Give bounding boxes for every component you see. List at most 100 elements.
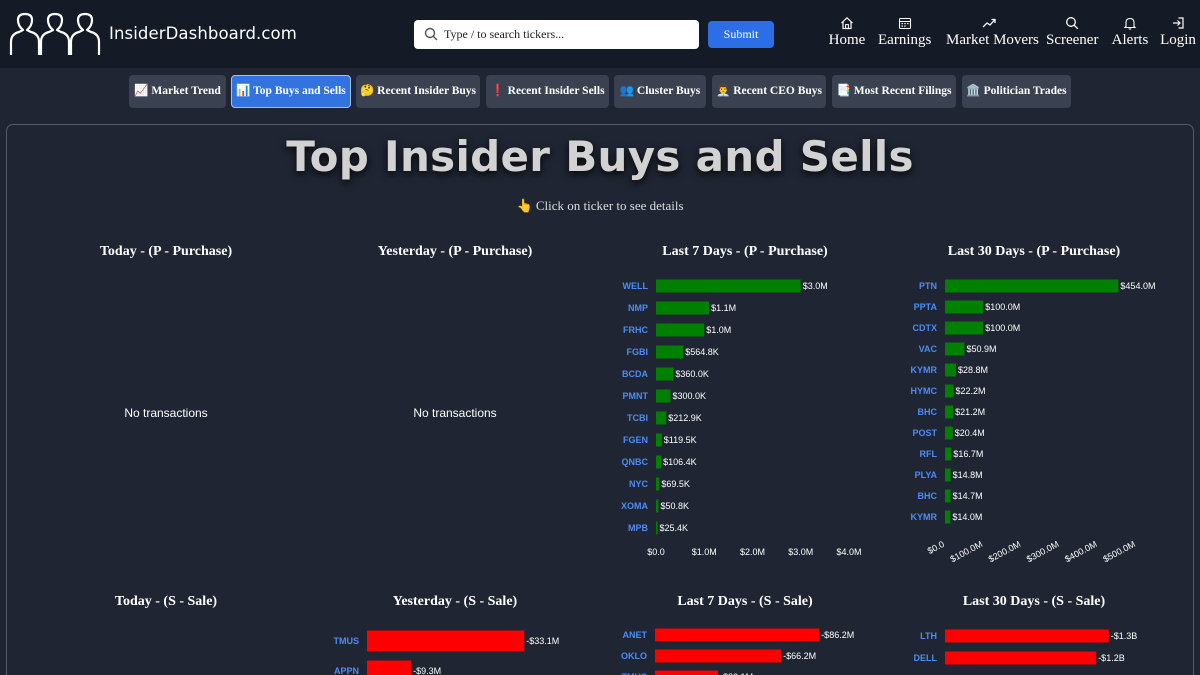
bar[interactable]	[656, 279, 801, 293]
bar[interactable]	[945, 468, 951, 482]
search-icon	[424, 27, 438, 41]
ticker-label[interactable]: FGBI	[627, 347, 649, 357]
ticker-label[interactable]: TMUS	[622, 672, 648, 675]
bar[interactable]	[945, 363, 957, 377]
ticker-label[interactable]: KYMR	[911, 365, 938, 375]
tab-recent-ceo-buys[interactable]: 👨‍💼 Recent CEO Buys	[712, 75, 826, 108]
bar[interactable]	[367, 630, 525, 652]
bar[interactable]	[656, 345, 684, 359]
tab-most-recent-filings[interactable]: 📑 Most Recent Filings	[832, 75, 956, 108]
bar[interactable]	[945, 405, 954, 419]
bar-value-label: $25.4K	[660, 523, 689, 533]
search-box[interactable]	[414, 20, 699, 49]
ticker-label[interactable]: BHC	[918, 407, 938, 417]
ticker-label[interactable]: TMUS	[334, 636, 360, 646]
ticker-label[interactable]: BHC	[918, 491, 938, 501]
bar-value-label: $106.4K	[663, 457, 697, 467]
login-icon	[1173, 17, 1184, 29]
bar-value-label: $564.8K	[685, 347, 719, 357]
ticker-label[interactable]: KYMR	[911, 512, 938, 522]
bar[interactable]	[945, 489, 951, 503]
ticker-label[interactable]: OKLO	[621, 651, 647, 661]
ticker-label[interactable]: NYC	[629, 479, 649, 489]
ticker-label[interactable]: PLYA	[915, 470, 938, 480]
ticker-label[interactable]: POST	[912, 428, 937, 438]
tab-recent-insider-buys[interactable]: 🤔 Recent Insider Buys	[356, 75, 480, 108]
nav-screener[interactable]: Screener	[1046, 16, 1098, 52]
ticker-label[interactable]: BCDA	[622, 369, 648, 379]
tab-recent-insider-sells[interactable]: ❗ Recent Insider Sells	[486, 75, 609, 108]
bar[interactable]	[945, 426, 953, 440]
bar[interactable]	[656, 433, 662, 447]
ticker-label[interactable]: ANET	[623, 630, 648, 640]
logo-icon[interactable]	[8, 12, 102, 56]
bar[interactable]	[656, 455, 662, 469]
ticker-label[interactable]: FGEN	[623, 435, 648, 445]
bar[interactable]	[656, 477, 660, 491]
ticker-label[interactable]: VAC	[919, 344, 938, 354]
bar-value-label: $119.5K	[664, 435, 697, 445]
bar[interactable]	[656, 521, 658, 535]
tab-politician-trades[interactable]: 🏛️ Politician Trades	[962, 75, 1071, 108]
ticker-label[interactable]: PTN	[919, 281, 937, 291]
bar[interactable]	[656, 411, 667, 425]
ticker-label[interactable]: CDTX	[913, 323, 938, 333]
bar-value-label: $212.9K	[668, 413, 702, 423]
bar[interactable]	[945, 629, 1109, 643]
ticker-label[interactable]: APPN	[334, 666, 359, 675]
nav-market-movers[interactable]: Market Movers	[946, 16, 1039, 52]
bar[interactable]	[945, 651, 1097, 665]
trending-up-icon	[982, 18, 996, 28]
bar[interactable]	[655, 628, 820, 642]
ticker-label[interactable]: PMNT	[623, 391, 649, 401]
top-navbar: InsiderDashboard.com Submit Home Earning…	[0, 0, 1200, 68]
ticker-label[interactable]: LTH	[920, 631, 937, 641]
axis-tick-label: $200.0M	[987, 539, 1023, 564]
nav-login[interactable]: Login	[1160, 16, 1196, 52]
bar[interactable]	[945, 510, 951, 524]
search-input[interactable]	[444, 20, 694, 49]
chart-title-7d-purchase: Last 7 Days - (P - Purchase)	[662, 244, 828, 259]
tab-top-buys-and-sells[interactable]: 📊 Top Buys and Sells	[231, 75, 351, 108]
bar[interactable]	[656, 499, 659, 513]
bar-value-label: $100.0M	[985, 323, 1020, 333]
bar[interactable]	[655, 670, 719, 675]
ticker-label[interactable]: XOMA	[621, 501, 649, 511]
bar[interactable]	[945, 447, 952, 461]
ticker-label[interactable]: RFL	[920, 449, 938, 459]
bar[interactable]	[945, 342, 965, 356]
chart-title-7d-sale: Last 7 Days - (S - Sale)	[677, 594, 813, 609]
ticker-label[interactable]: HYMC	[911, 386, 938, 396]
nav-earnings[interactable]: Earnings	[878, 16, 931, 52]
ticker-label[interactable]: WELL	[623, 281, 649, 291]
ticker-label[interactable]: FRHC	[623, 325, 648, 335]
bar[interactable]	[945, 300, 984, 314]
ticker-label[interactable]: TCBI	[627, 413, 648, 423]
nav-alerts[interactable]: Alerts	[1111, 16, 1149, 52]
ticker-label[interactable]: MPB	[628, 523, 649, 533]
ticker-label[interactable]: NMP	[628, 303, 648, 313]
bell-icon	[1123, 17, 1137, 30]
tab-market-trend[interactable]: 📈 Market Trend	[129, 75, 226, 108]
bar-value-label: $50.9M	[966, 344, 996, 354]
ticker-label[interactable]: PPTA	[914, 302, 938, 312]
bar[interactable]	[367, 660, 412, 675]
tab-cluster-buys[interactable]: 👥 Cluster Buys	[614, 75, 706, 108]
main-panel	[6, 124, 1194, 675]
submit-button[interactable]: Submit	[708, 21, 774, 48]
nav-home[interactable]: Home	[828, 16, 866, 52]
bar[interactable]	[656, 367, 674, 381]
ticker-label[interactable]: QNBC	[622, 457, 649, 467]
ticker-label[interactable]: DELL	[914, 653, 938, 663]
bar[interactable]	[656, 389, 671, 403]
bar[interactable]	[656, 301, 710, 315]
chart-title-today-sale: Today - (S - Sale)	[114, 594, 218, 609]
bar[interactable]	[655, 649, 782, 663]
bar[interactable]	[945, 279, 1119, 293]
bar-value-label: $1.1M	[711, 303, 736, 313]
bar[interactable]	[656, 323, 705, 337]
bar[interactable]	[945, 384, 954, 398]
axis-tick-label: $100.0M	[949, 539, 985, 564]
brand-name[interactable]: InsiderDashboard.com	[109, 24, 297, 43]
bar[interactable]	[945, 321, 984, 335]
